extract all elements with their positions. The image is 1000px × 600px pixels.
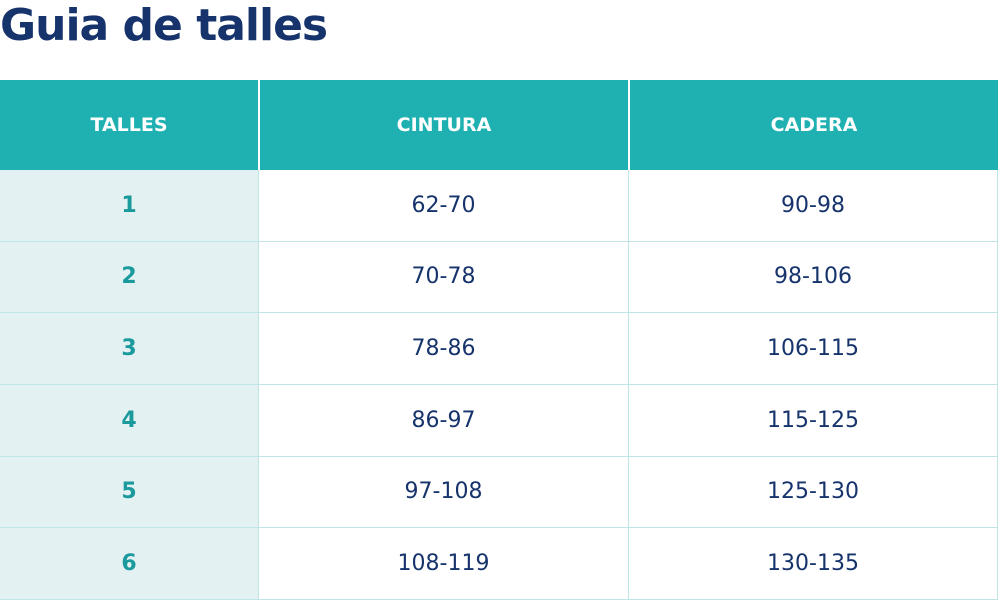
measure-cell: 90-98 [628,170,998,242]
measure-cell: 125-130 [628,456,998,529]
measure-cell: 130-135 [628,528,998,600]
size-cell: 2 [0,241,258,314]
measure-cell: 97-108 [258,456,628,529]
measure-cell: 86-97 [258,384,628,457]
size-cell: 6 [0,528,258,600]
measure-cell: 70-78 [258,241,628,314]
measure-cell: 115-125 [628,384,998,457]
measure-cell: 106-115 [628,313,998,385]
column-header: TALLES [0,80,258,170]
page-title: Guia de talles [0,0,328,51]
measure-cell: 108-119 [258,528,628,600]
column-header: CINTURA [258,80,628,170]
size-table: TALLES CINTURA CADERA 1 62-70 90-98 2 70-78 98-1… [0,80,998,600]
measure-cell: 62-70 [258,170,628,242]
measure-cell: 98-106 [628,241,998,314]
size-cell: 1 [0,170,258,242]
size-cell: 3 [0,313,258,385]
measure-cell: 78-86 [258,313,628,385]
column-header: CADERA [628,80,998,170]
size-cell: 5 [0,456,258,529]
size-cell: 4 [0,384,258,457]
